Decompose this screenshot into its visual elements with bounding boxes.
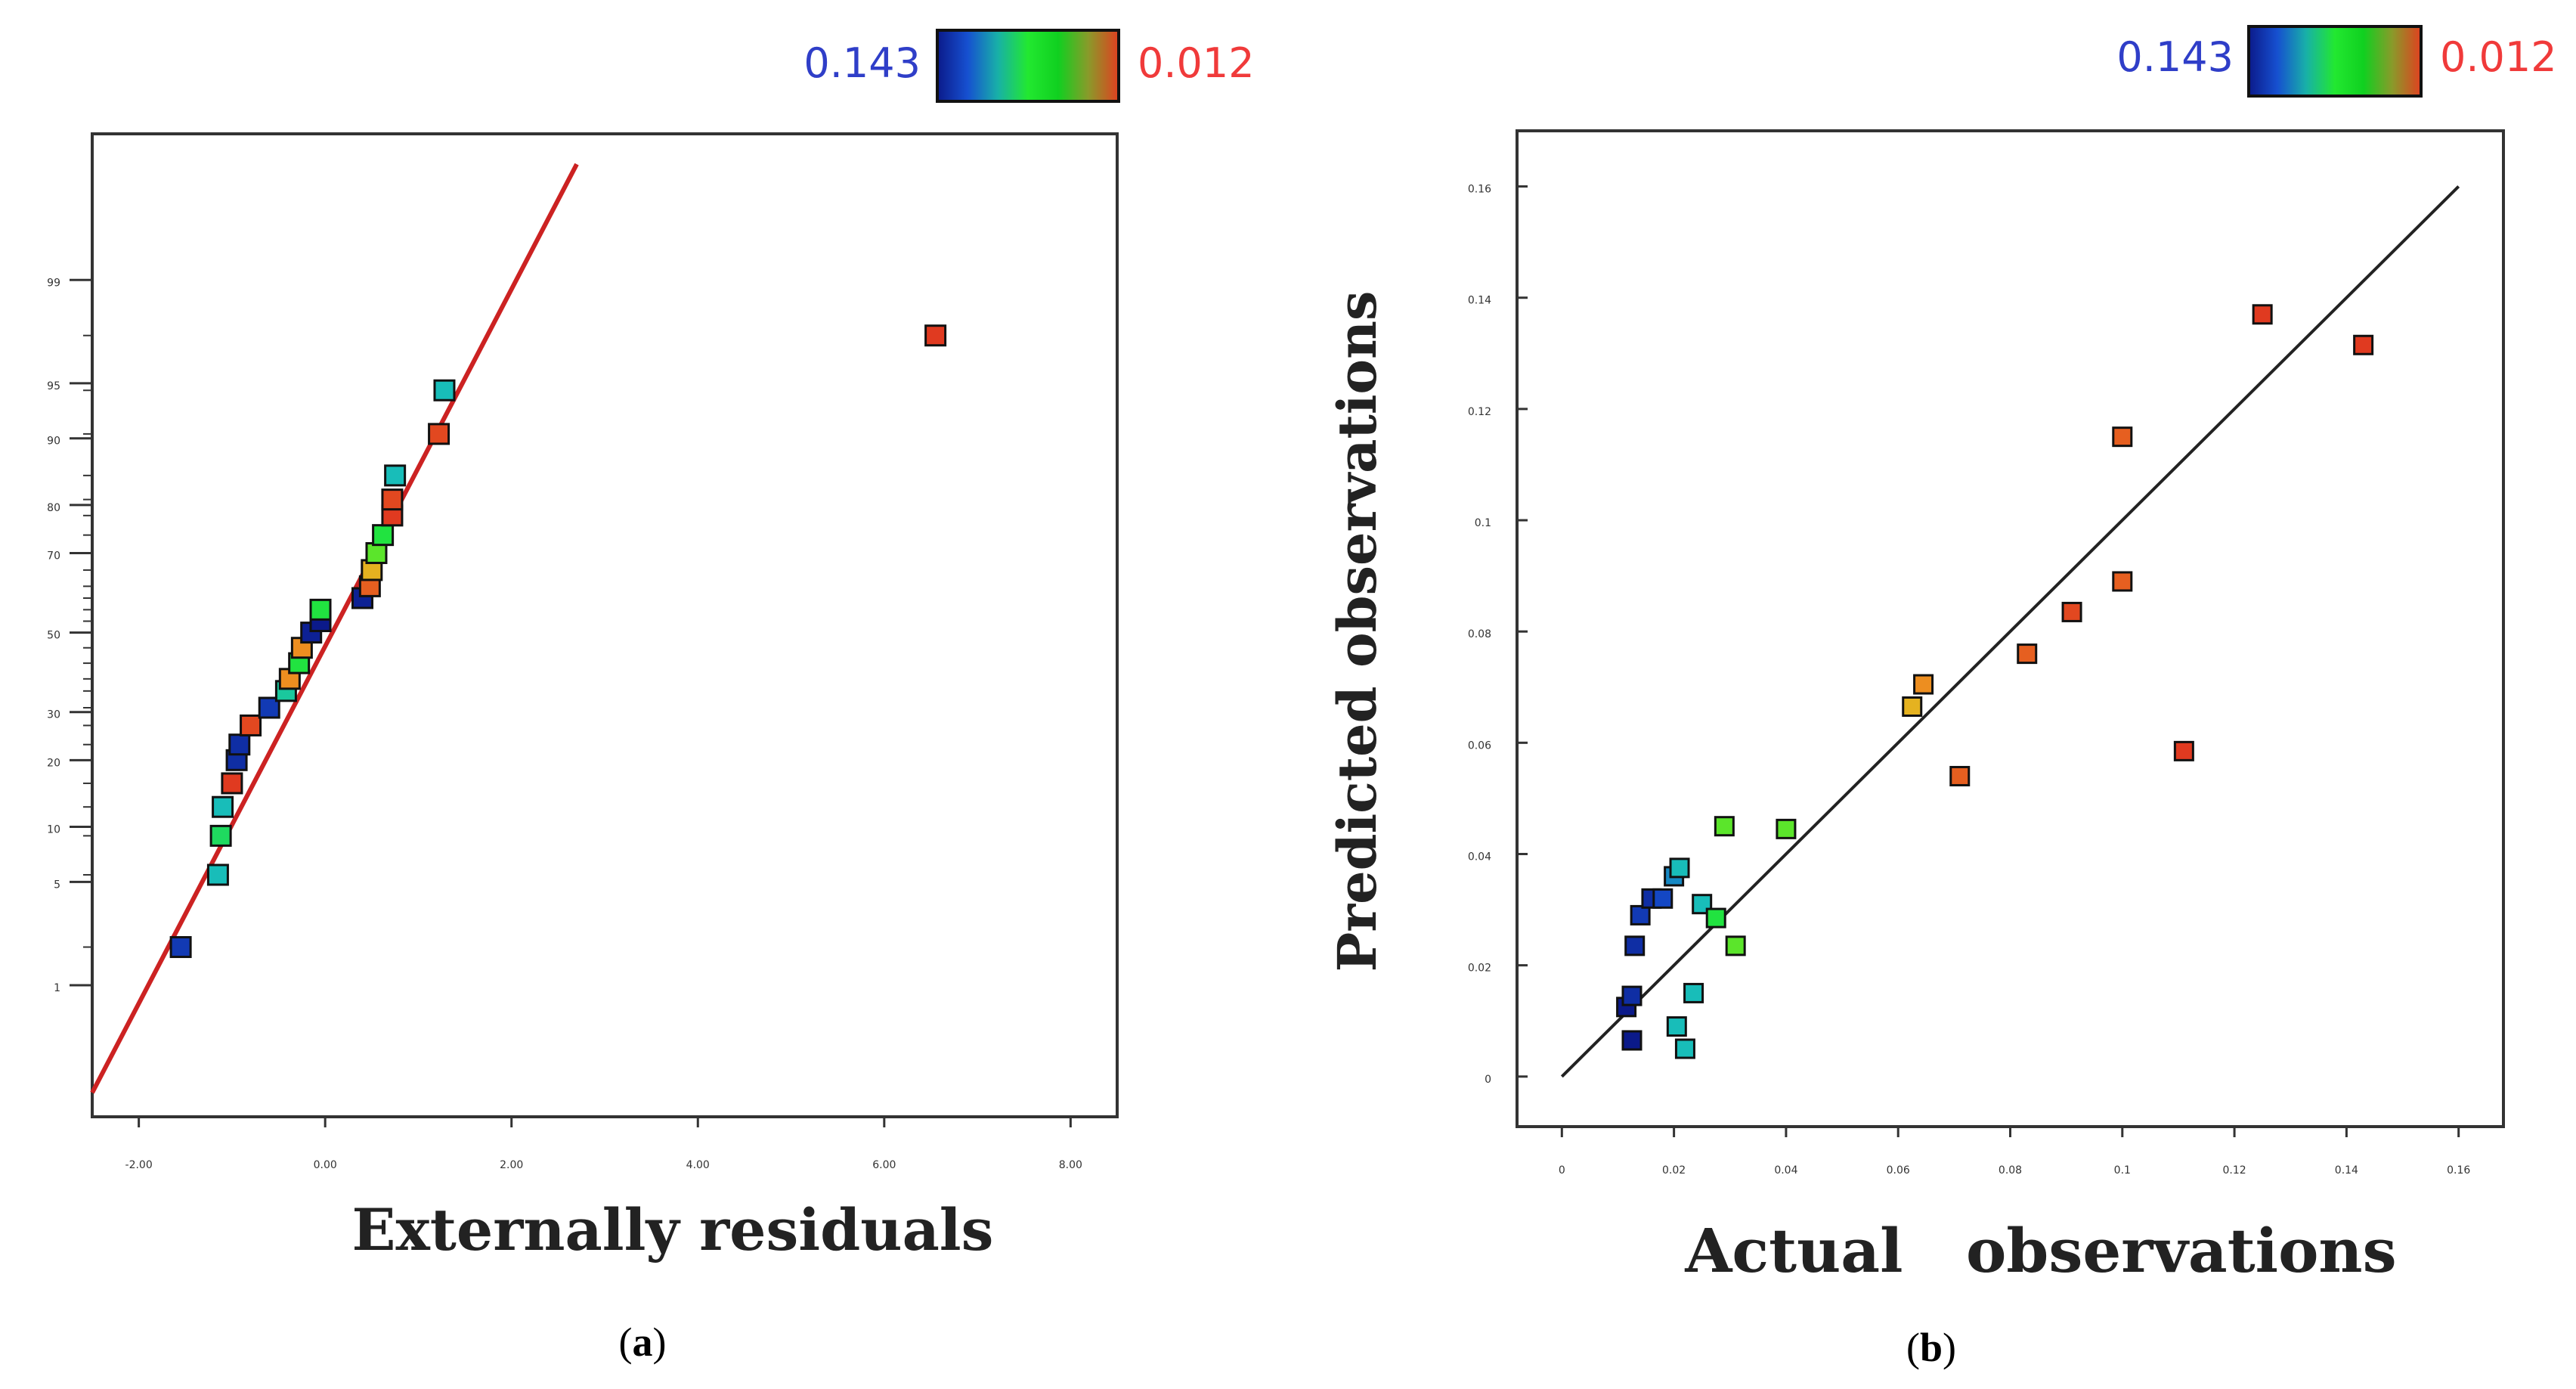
plot-a-points: [169, 324, 947, 959]
plot-a-point: [228, 733, 251, 756]
plot-b-xtick-label: 0.04: [1774, 1164, 1797, 1177]
plot-b-ytick-label: 0.16: [1468, 184, 1491, 196]
plot-a-ytick-label: 50: [47, 630, 60, 642]
panel-a-label: (a): [619, 1319, 667, 1365]
plot-a-xtick-label: 8.00: [1059, 1159, 1082, 1171]
plot-b-ytick-label: 0.1: [1475, 517, 1491, 529]
plot-a-point: [206, 863, 229, 886]
colorbar-b-max-label: 0.012: [2440, 33, 2557, 81]
plot-b-point: [1666, 1016, 1687, 1037]
plot-a-ytick-label: 95: [47, 380, 60, 392]
plot-b-xtick-label: 0.08: [1999, 1164, 2022, 1177]
plot-b-point: [1621, 985, 1643, 1006]
plot-b-xtick-label: 0.14: [2335, 1164, 2358, 1177]
plot-a-point: [428, 423, 450, 445]
plot-a-xtick-label: 4.00: [686, 1159, 710, 1171]
plot-b-point: [1630, 904, 1651, 925]
colorbar-b: [2247, 25, 2423, 98]
plot-b-frame: [1516, 129, 2505, 1128]
plot-b-ytick-label: 0.08: [1468, 628, 1491, 640]
plot-b-point: [2252, 304, 2273, 325]
plot-a-xtick-label: 2.00: [500, 1159, 523, 1171]
plot-b-point: [2112, 571, 2133, 592]
plot-b-point: [1621, 1030, 1643, 1051]
plot-b-ytick-label: 0.06: [1468, 739, 1491, 752]
plot-a-ytick-label: 10: [47, 824, 60, 836]
colorbar-a-max-label: 0.012: [1138, 39, 1255, 87]
plot-b-xtick-label: 0.1: [2114, 1164, 2131, 1177]
plot-b-point: [1902, 696, 1923, 718]
plot-a-ytick-label: 1: [54, 982, 60, 994]
plot-b-xtick-label: 0.06: [1887, 1164, 1910, 1177]
colorbar-a: [936, 29, 1120, 103]
plot-b-point: [2173, 740, 2194, 761]
plot-a-point: [433, 379, 456, 402]
plot-a-point: [212, 795, 234, 818]
plot-b-ticks: 0 0.02 0.04 0.06 0.08 0.1 0.12 0.14 0.16 0 0.02 0.0…: [1468, 184, 2471, 1177]
plot-b-point: [1725, 935, 1746, 956]
plot-b-xtick-label: 0: [1559, 1164, 1565, 1177]
plot-a-point: [365, 541, 388, 564]
plot-a-ytick-label: 5: [54, 879, 60, 891]
plot-a-point: [221, 772, 243, 795]
plot-b-point: [1669, 857, 1690, 879]
plot-b-point: [2017, 643, 2038, 665]
colorbar-b-min-label: 0.143: [2116, 33, 2234, 81]
plot-a-point: [924, 324, 947, 347]
plot-a-point: [381, 488, 404, 511]
plot-a-point: [372, 524, 395, 547]
plot-b-point: [1652, 888, 1673, 909]
plot-b-xtick-label: 0.02: [1662, 1164, 1686, 1177]
plot-b-point: [1683, 982, 1704, 1003]
plot-a-xtick-label: 6.00: [872, 1159, 896, 1171]
plot-b-ytick-label: 0: [1485, 1074, 1491, 1086]
panel-a: 0.143 0.012 -2.00 0.00 2.00 4.00 6.00 8.00 1 5 1…: [47, 29, 1255, 1365]
plot-b: 0 0.02 0.04 0.06 0.08 0.1 0.12 0.14 0.16 0 0.02 0.0…: [1468, 129, 2505, 1177]
plot-b-point: [1913, 674, 1934, 695]
plot-b-point: [1674, 1038, 1695, 1059]
plot-b-xtick-label: 0.12: [2223, 1164, 2246, 1177]
plot-a-xtick-label: 0.00: [314, 1159, 337, 1171]
plot-a-xlabel: Externally residuals: [352, 1196, 994, 1263]
plot-b-point: [1949, 765, 1971, 786]
plot-b-point: [2353, 334, 2374, 355]
plot-b-ytick-label: 0.04: [1468, 851, 1491, 863]
plot-a-ytick-label: 30: [47, 709, 60, 721]
plot-a-ytick-label: 99: [47, 277, 60, 289]
plot-b-ytick-label: 0.14: [1468, 295, 1491, 307]
plot-a: -2.00 0.00 2.00 4.00 6.00 8.00 1 5 10 20 30 50 70 80 9…: [47, 132, 1119, 1171]
plot-a-ticks: -2.00 0.00 2.00 4.00 6.00 8.00 1 5 10 20 30 50 70 80 9…: [47, 277, 1082, 1171]
plot-b-point: [2061, 601, 2082, 622]
plot-b-ylabel: Predicted observations: [1326, 291, 1389, 972]
plot-b-point: [1776, 818, 1797, 839]
plot-a-point: [169, 936, 192, 959]
colorbar-a-min-label: 0.143: [803, 39, 921, 87]
plot-a-ytick-label: 80: [47, 502, 60, 514]
plot-b-point: [1705, 907, 1726, 929]
plot-a-xtick-label: -2.00: [125, 1159, 153, 1171]
plot-a-point: [384, 464, 407, 487]
plot-b-point: [1714, 816, 1735, 837]
plot-a-point: [240, 714, 262, 736]
plot-b-point: [2112, 426, 2133, 448]
plot-a-frame: [91, 132, 1119, 1118]
panel-b: 0.143 0.012 0 0.02 0.04 0.06 0.08 0.1 0.12 0.14…: [1326, 25, 2557, 1370]
plot-b-xlabel: Actual observations: [1684, 1215, 2396, 1286]
plot-a-ytick-label: 20: [47, 757, 60, 769]
plot-a-ytick-label: 90: [47, 436, 60, 448]
plot-b-point: [1624, 935, 1646, 956]
plot-b-ytick-label: 0.12: [1468, 406, 1491, 418]
plot-b-ytick-label: 0.02: [1468, 963, 1491, 975]
plot-b-points: [1616, 304, 2374, 1059]
plot-a-point: [209, 824, 232, 847]
plot-a-ytick-label: 70: [47, 550, 60, 562]
plot-b-xtick-label: 0.16: [2447, 1164, 2470, 1177]
plot-a-point: [309, 598, 332, 621]
panel-b-label: (b): [1906, 1325, 1956, 1370]
